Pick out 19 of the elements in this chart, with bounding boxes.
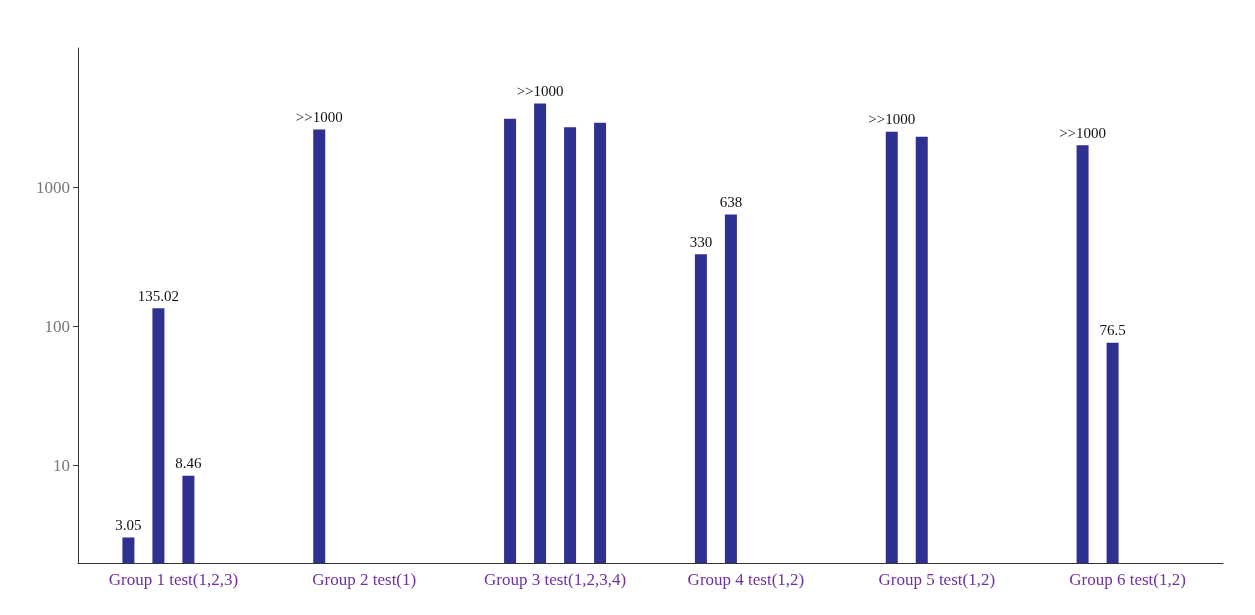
data-label: 330 — [689, 233, 713, 250]
y-tick-label: 1000 — [36, 177, 70, 197]
data-label: 3.05 — [115, 516, 142, 533]
y-tick-label: 100 — [44, 316, 70, 336]
data-label: >>1000 — [868, 111, 916, 128]
x-tick-label: Group 5 test(1,2) — [878, 570, 996, 589]
x-tick-label: Group 6 test(1,2) — [1069, 570, 1186, 589]
data-label: >>1000 — [295, 108, 343, 125]
y-tick-label: 10 — [53, 456, 70, 476]
data-label: 8.46 — [175, 455, 203, 472]
data-label: 76.5 — [1099, 322, 1126, 339]
x-tick-label: Group 2 test(1) — [312, 570, 417, 589]
x-tick-label: Group 3 test(1,2,3,4) — [484, 570, 627, 589]
x-tick-label: Group 1 test(1,2,3) — [108, 570, 239, 589]
data-label: 135.02 — [137, 287, 180, 304]
data-label: >>1000 — [1059, 124, 1107, 141]
x-tick-label: Group 4 test(1,2) — [687, 570, 805, 589]
data-label: >>1000 — [516, 82, 564, 99]
data-label: 638 — [719, 193, 743, 210]
